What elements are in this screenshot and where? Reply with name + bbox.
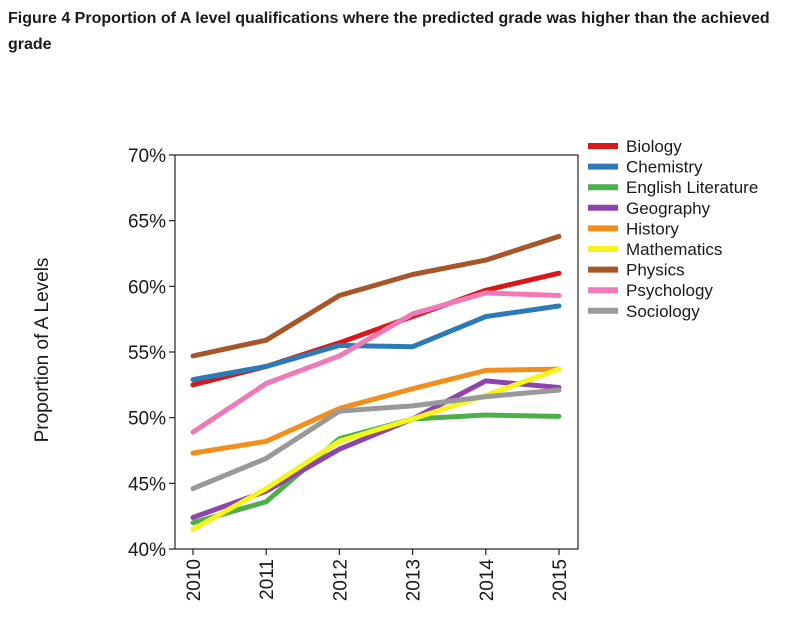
data-point-mathematics xyxy=(264,486,269,491)
x-tick-label: 2015 xyxy=(550,559,571,601)
legend-label-physics: Physics xyxy=(626,261,685,280)
data-point-history xyxy=(191,451,195,456)
x-tick-label: 2012 xyxy=(330,559,351,601)
data-point-sociology xyxy=(557,388,561,393)
y-tick-label: 55% xyxy=(128,343,166,364)
data-point-psychology xyxy=(483,290,488,295)
data-point-physics xyxy=(264,338,269,343)
data-point-sociology xyxy=(191,486,195,491)
data-point-sociology xyxy=(264,456,269,461)
data-point-mathematics xyxy=(191,527,195,532)
y-tick-label: 45% xyxy=(128,474,166,495)
data-point-geography xyxy=(191,515,195,520)
data-point-geography xyxy=(483,378,488,383)
y-tick-label: 60% xyxy=(128,277,166,298)
data-point-english-literature xyxy=(264,499,269,504)
data-point-sociology xyxy=(410,403,415,408)
legend-label-psychology: Psychology xyxy=(626,281,713,300)
series-line-chemistry xyxy=(190,303,562,383)
data-point-psychology xyxy=(557,293,561,298)
legend-label-geography: Geography xyxy=(626,199,711,218)
series-layer xyxy=(190,233,562,532)
data-point-english-literature xyxy=(191,520,195,525)
series-line-history xyxy=(190,366,562,456)
legend-label-mathematics: Mathematics xyxy=(626,240,722,259)
data-point-sociology xyxy=(337,409,342,414)
data-point-chemistry xyxy=(337,343,342,348)
x-tick-label: 2010 xyxy=(184,559,205,601)
data-point-geography xyxy=(337,447,342,452)
series-line-psychology xyxy=(190,290,562,435)
x-tick-label: 2013 xyxy=(404,559,425,601)
data-point-physics xyxy=(557,234,561,239)
data-point-chemistry xyxy=(410,344,415,349)
y-axis-label: Proportion of A Levels xyxy=(32,258,53,443)
y-tick-label: 40% xyxy=(128,540,166,561)
y-tick-label: 70% xyxy=(128,146,166,167)
data-point-history xyxy=(264,439,269,444)
series-line-physics xyxy=(190,233,562,359)
data-point-physics xyxy=(410,272,415,277)
data-point-chemistry xyxy=(557,304,561,309)
legend-label-sociology: Sociology xyxy=(626,302,700,321)
series-line-sociology xyxy=(190,387,562,492)
data-point-english-literature xyxy=(483,413,488,418)
data-point-physics xyxy=(191,353,195,358)
data-point-mathematics xyxy=(337,439,342,444)
x-tick-label: 2014 xyxy=(477,559,498,602)
figure-title: Figure 4 Proportion of A level qualifica… xyxy=(8,10,770,53)
legend-label-biology: Biology xyxy=(626,137,682,156)
axes-layer: 40% 45% 50% 55% 60% 65% 70% 2010 2011 2012 2013 201… xyxy=(128,146,579,602)
legend-label-chemistry: Chemistry xyxy=(626,158,703,177)
legend-label-history: History xyxy=(626,219,679,238)
data-point-psychology xyxy=(410,311,415,316)
data-point-physics xyxy=(483,258,488,263)
plot-frame xyxy=(174,154,579,550)
legend-label-english-literature: English Literature xyxy=(626,178,758,197)
data-point-history xyxy=(410,386,415,391)
data-point-mathematics xyxy=(557,367,561,372)
data-point-chemistry xyxy=(191,377,195,382)
data-point-english-literature xyxy=(557,414,561,419)
data-point-psychology xyxy=(191,430,195,435)
data-point-physics xyxy=(337,293,342,298)
data-point-psychology xyxy=(264,381,269,386)
x-tick-label: 2011 xyxy=(257,559,278,600)
data-point-history xyxy=(483,368,488,373)
data-point-chemistry xyxy=(264,364,269,369)
data-point-sociology xyxy=(483,394,488,399)
y-tick-label: 65% xyxy=(128,212,166,233)
data-point-psychology xyxy=(337,353,342,358)
data-point-mathematics xyxy=(410,416,415,421)
data-point-chemistry xyxy=(483,314,488,319)
y-tick-label: 50% xyxy=(128,409,166,430)
data-point-biology xyxy=(557,271,561,276)
data-point-biology xyxy=(191,382,195,387)
series-line-mathematics xyxy=(190,366,562,532)
